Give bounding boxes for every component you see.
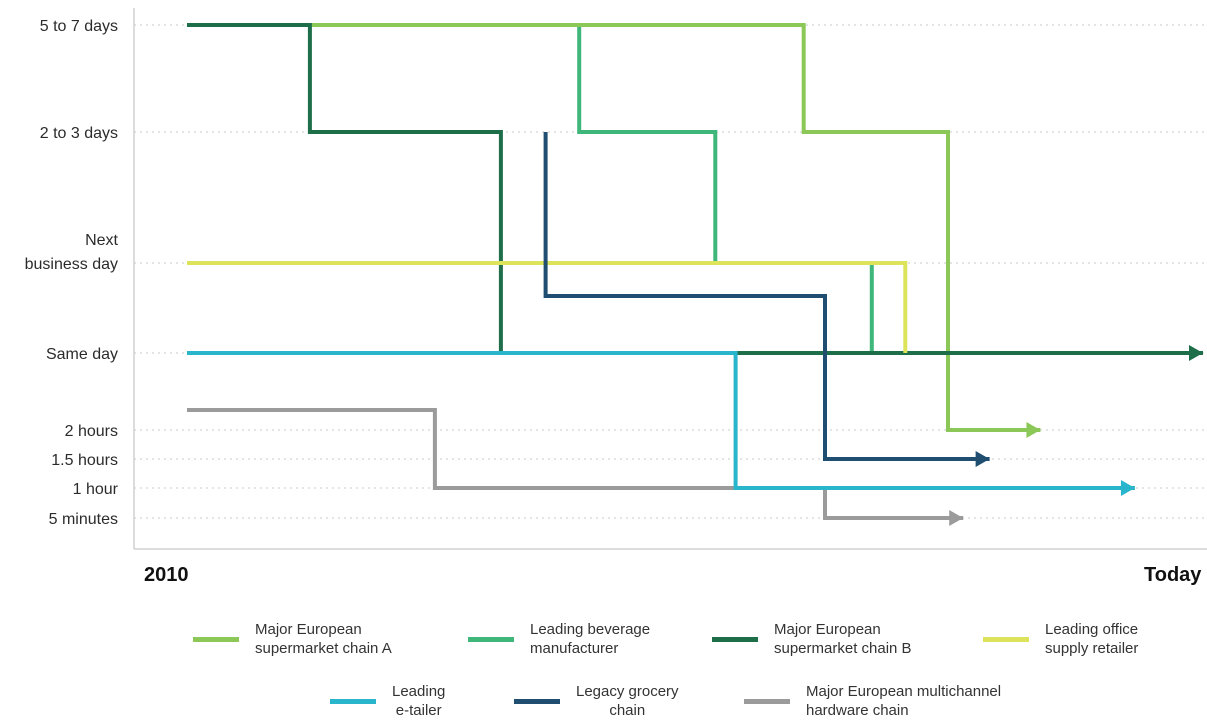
legend-item: Leading office supply retailer	[983, 620, 1138, 658]
series-line	[543, 132, 990, 461]
legend-swatch	[468, 636, 514, 642]
legend-label: Major European supermarket chain A	[255, 621, 392, 657]
y-tick-label: 2 to 3 days	[40, 125, 118, 142]
legend-swatch	[712, 636, 758, 642]
legend-swatch	[983, 636, 1029, 642]
x-tick-label: 2010	[144, 564, 189, 586]
series-line	[187, 351, 1135, 490]
legend-item: Leading beverage manufacturer	[468, 620, 650, 658]
legend-label: Major European multichannel hardware cha…	[806, 683, 1002, 719]
series-arrowhead	[1026, 422, 1041, 438]
legend-label: Leading beverage manufacturer	[530, 621, 651, 657]
series-line	[187, 23, 1041, 432]
legend-label: Legacy grocery chain	[576, 683, 679, 719]
y-tick-label: 5 to 7 days	[40, 18, 118, 35]
y-tick-label: 1 hour	[73, 481, 119, 498]
series-line	[187, 261, 908, 353]
series-line	[187, 408, 964, 520]
series-arrowhead	[949, 510, 964, 526]
series-line	[187, 23, 1203, 355]
legend-swatch	[744, 698, 790, 704]
legend-item: Major European supermarket chain B	[712, 620, 912, 658]
series-arrowhead	[975, 451, 990, 467]
legend-item: Legacy grocery chain	[514, 682, 679, 720]
series-line	[577, 25, 874, 353]
y-tick-label: Next business day	[25, 232, 119, 273]
legend-label: Leading e-tailer	[392, 683, 446, 719]
y-tick-label: 5 minutes	[49, 511, 118, 528]
legend-swatch	[193, 636, 239, 642]
x-tick-label: Today	[1144, 564, 1202, 586]
series-arrowhead	[1120, 480, 1135, 496]
legend-swatch	[514, 698, 560, 704]
legend-swatch	[330, 698, 376, 704]
y-tick-label: 2 hours	[65, 423, 118, 440]
y-tick-label: Same day	[46, 346, 118, 363]
legend-item: Leading e-tailer	[330, 682, 445, 720]
legend-item: Major European multichannel hardware cha…	[744, 682, 1001, 720]
legend-item: Major European supermarket chain A	[193, 620, 392, 658]
series-arrowhead	[1189, 345, 1203, 361]
legend-label: Leading office supply retailer	[1045, 621, 1139, 657]
y-tick-label: 1.5 hours	[51, 452, 118, 469]
legend-label: Major European supermarket chain B	[774, 621, 912, 657]
